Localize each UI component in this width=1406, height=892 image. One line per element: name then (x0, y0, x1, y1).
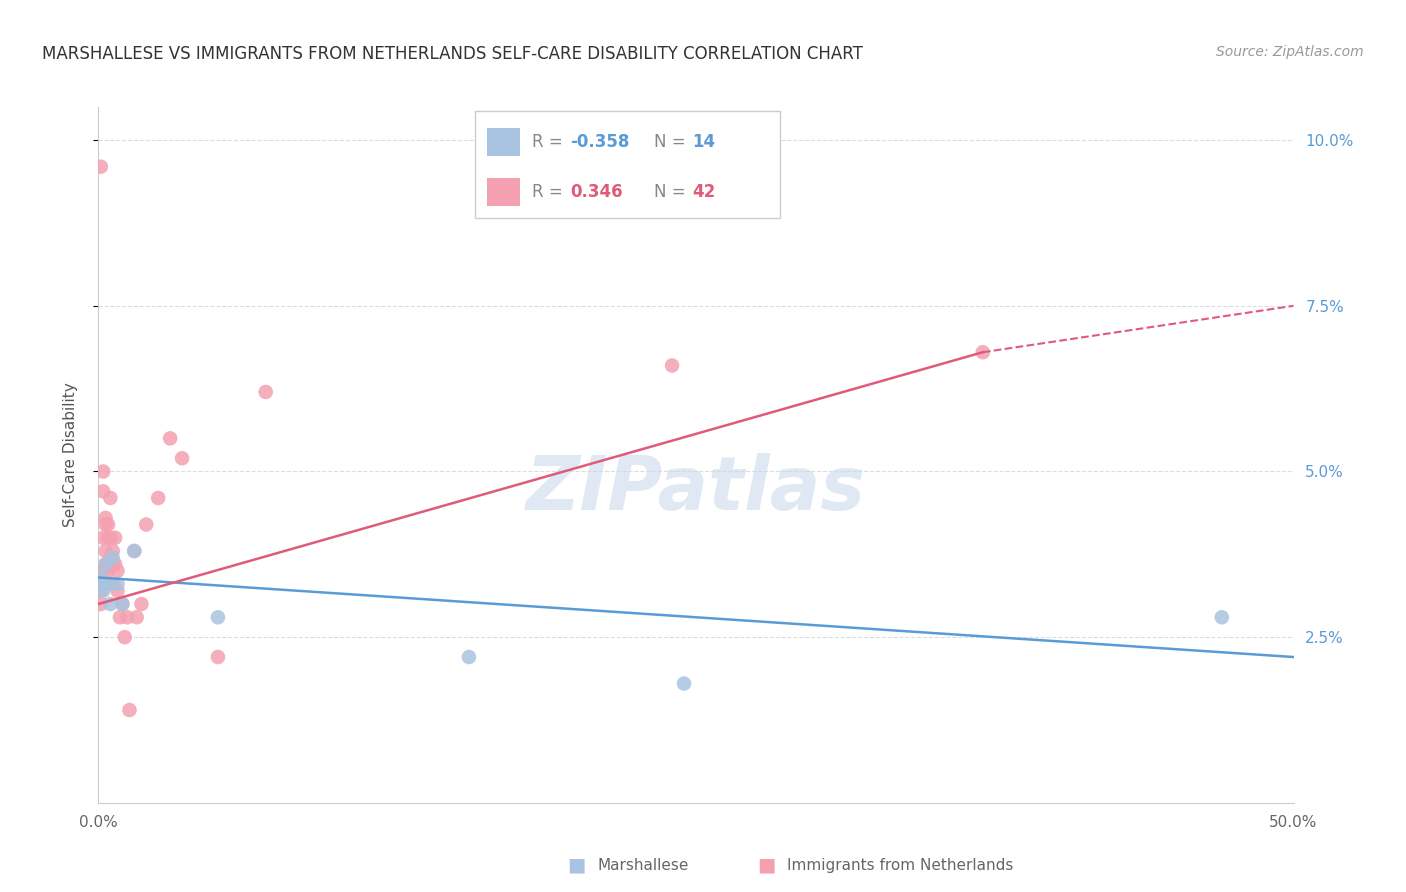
Text: ZIPatlas: ZIPatlas (526, 453, 866, 526)
Text: N =: N = (654, 183, 690, 201)
Point (91, 577, 114, 591)
Point (97, 577, 120, 591)
Point (101, 550, 124, 565)
Point (107, 577, 129, 591)
Point (97, 564, 120, 578)
Point (101, 544, 124, 558)
Point (148, 491, 170, 505)
Point (207, 650, 229, 665)
Point (90, 570, 112, 584)
Point (673, 676, 696, 690)
Point (98, 491, 122, 505)
Point (91, 465, 114, 479)
Point (118, 703, 141, 717)
Point (124, 544, 146, 558)
Point (111, 597, 134, 611)
Point (94, 558, 117, 572)
Point (172, 451, 194, 466)
Point (972, 345, 994, 359)
Point (94, 544, 117, 558)
Text: Immigrants from Netherlands: Immigrants from Netherlands (787, 858, 1014, 872)
Point (101, 558, 124, 572)
Text: 42: 42 (692, 183, 716, 201)
Point (661, 359, 683, 373)
Point (458, 650, 481, 665)
Point (108, 610, 131, 624)
Point (90, 597, 112, 611)
Point (90, 577, 112, 591)
Point (90, 570, 112, 584)
FancyBboxPatch shape (486, 178, 520, 206)
Point (97, 531, 120, 545)
FancyBboxPatch shape (486, 128, 520, 156)
Point (111, 597, 134, 611)
Text: ■: ■ (756, 855, 776, 875)
Point (91, 583, 114, 598)
Point (159, 431, 181, 445)
FancyBboxPatch shape (475, 111, 780, 219)
Point (1211, 610, 1233, 624)
Point (98, 597, 122, 611)
Point (107, 564, 129, 578)
Point (91, 564, 114, 578)
Text: 14: 14 (692, 133, 716, 151)
Point (91, 484, 114, 499)
Point (90, 160, 112, 174)
Text: R =: R = (533, 133, 568, 151)
Text: N =: N = (654, 133, 690, 151)
Point (107, 583, 129, 598)
Text: MARSHALLESE VS IMMIGRANTS FROM NETHERLANDS SELF-CARE DISABILITY CORRELATION CHAR: MARSHALLESE VS IMMIGRANTS FROM NETHERLAN… (42, 45, 863, 62)
Point (91, 531, 114, 545)
Point (115, 610, 138, 624)
Point (94, 511, 117, 525)
Point (114, 630, 136, 644)
Point (90, 583, 112, 598)
Point (254, 384, 277, 399)
Text: ■: ■ (567, 855, 586, 875)
Point (94, 558, 117, 572)
Point (104, 558, 127, 572)
Point (97, 517, 120, 532)
Text: 0.346: 0.346 (571, 183, 623, 201)
Point (207, 610, 229, 624)
Text: Marshallese: Marshallese (598, 858, 689, 872)
Point (94, 517, 117, 532)
Point (131, 597, 153, 611)
Point (124, 544, 146, 558)
Point (98, 531, 122, 545)
Point (101, 577, 124, 591)
Text: Source: ZipAtlas.com: Source: ZipAtlas.com (1216, 45, 1364, 59)
Point (135, 517, 157, 532)
Point (125, 610, 148, 624)
Point (98, 550, 122, 565)
Text: R =: R = (533, 183, 574, 201)
Point (104, 531, 127, 545)
Text: -0.358: -0.358 (571, 133, 630, 151)
Y-axis label: Self-Care Disability: Self-Care Disability (63, 383, 77, 527)
